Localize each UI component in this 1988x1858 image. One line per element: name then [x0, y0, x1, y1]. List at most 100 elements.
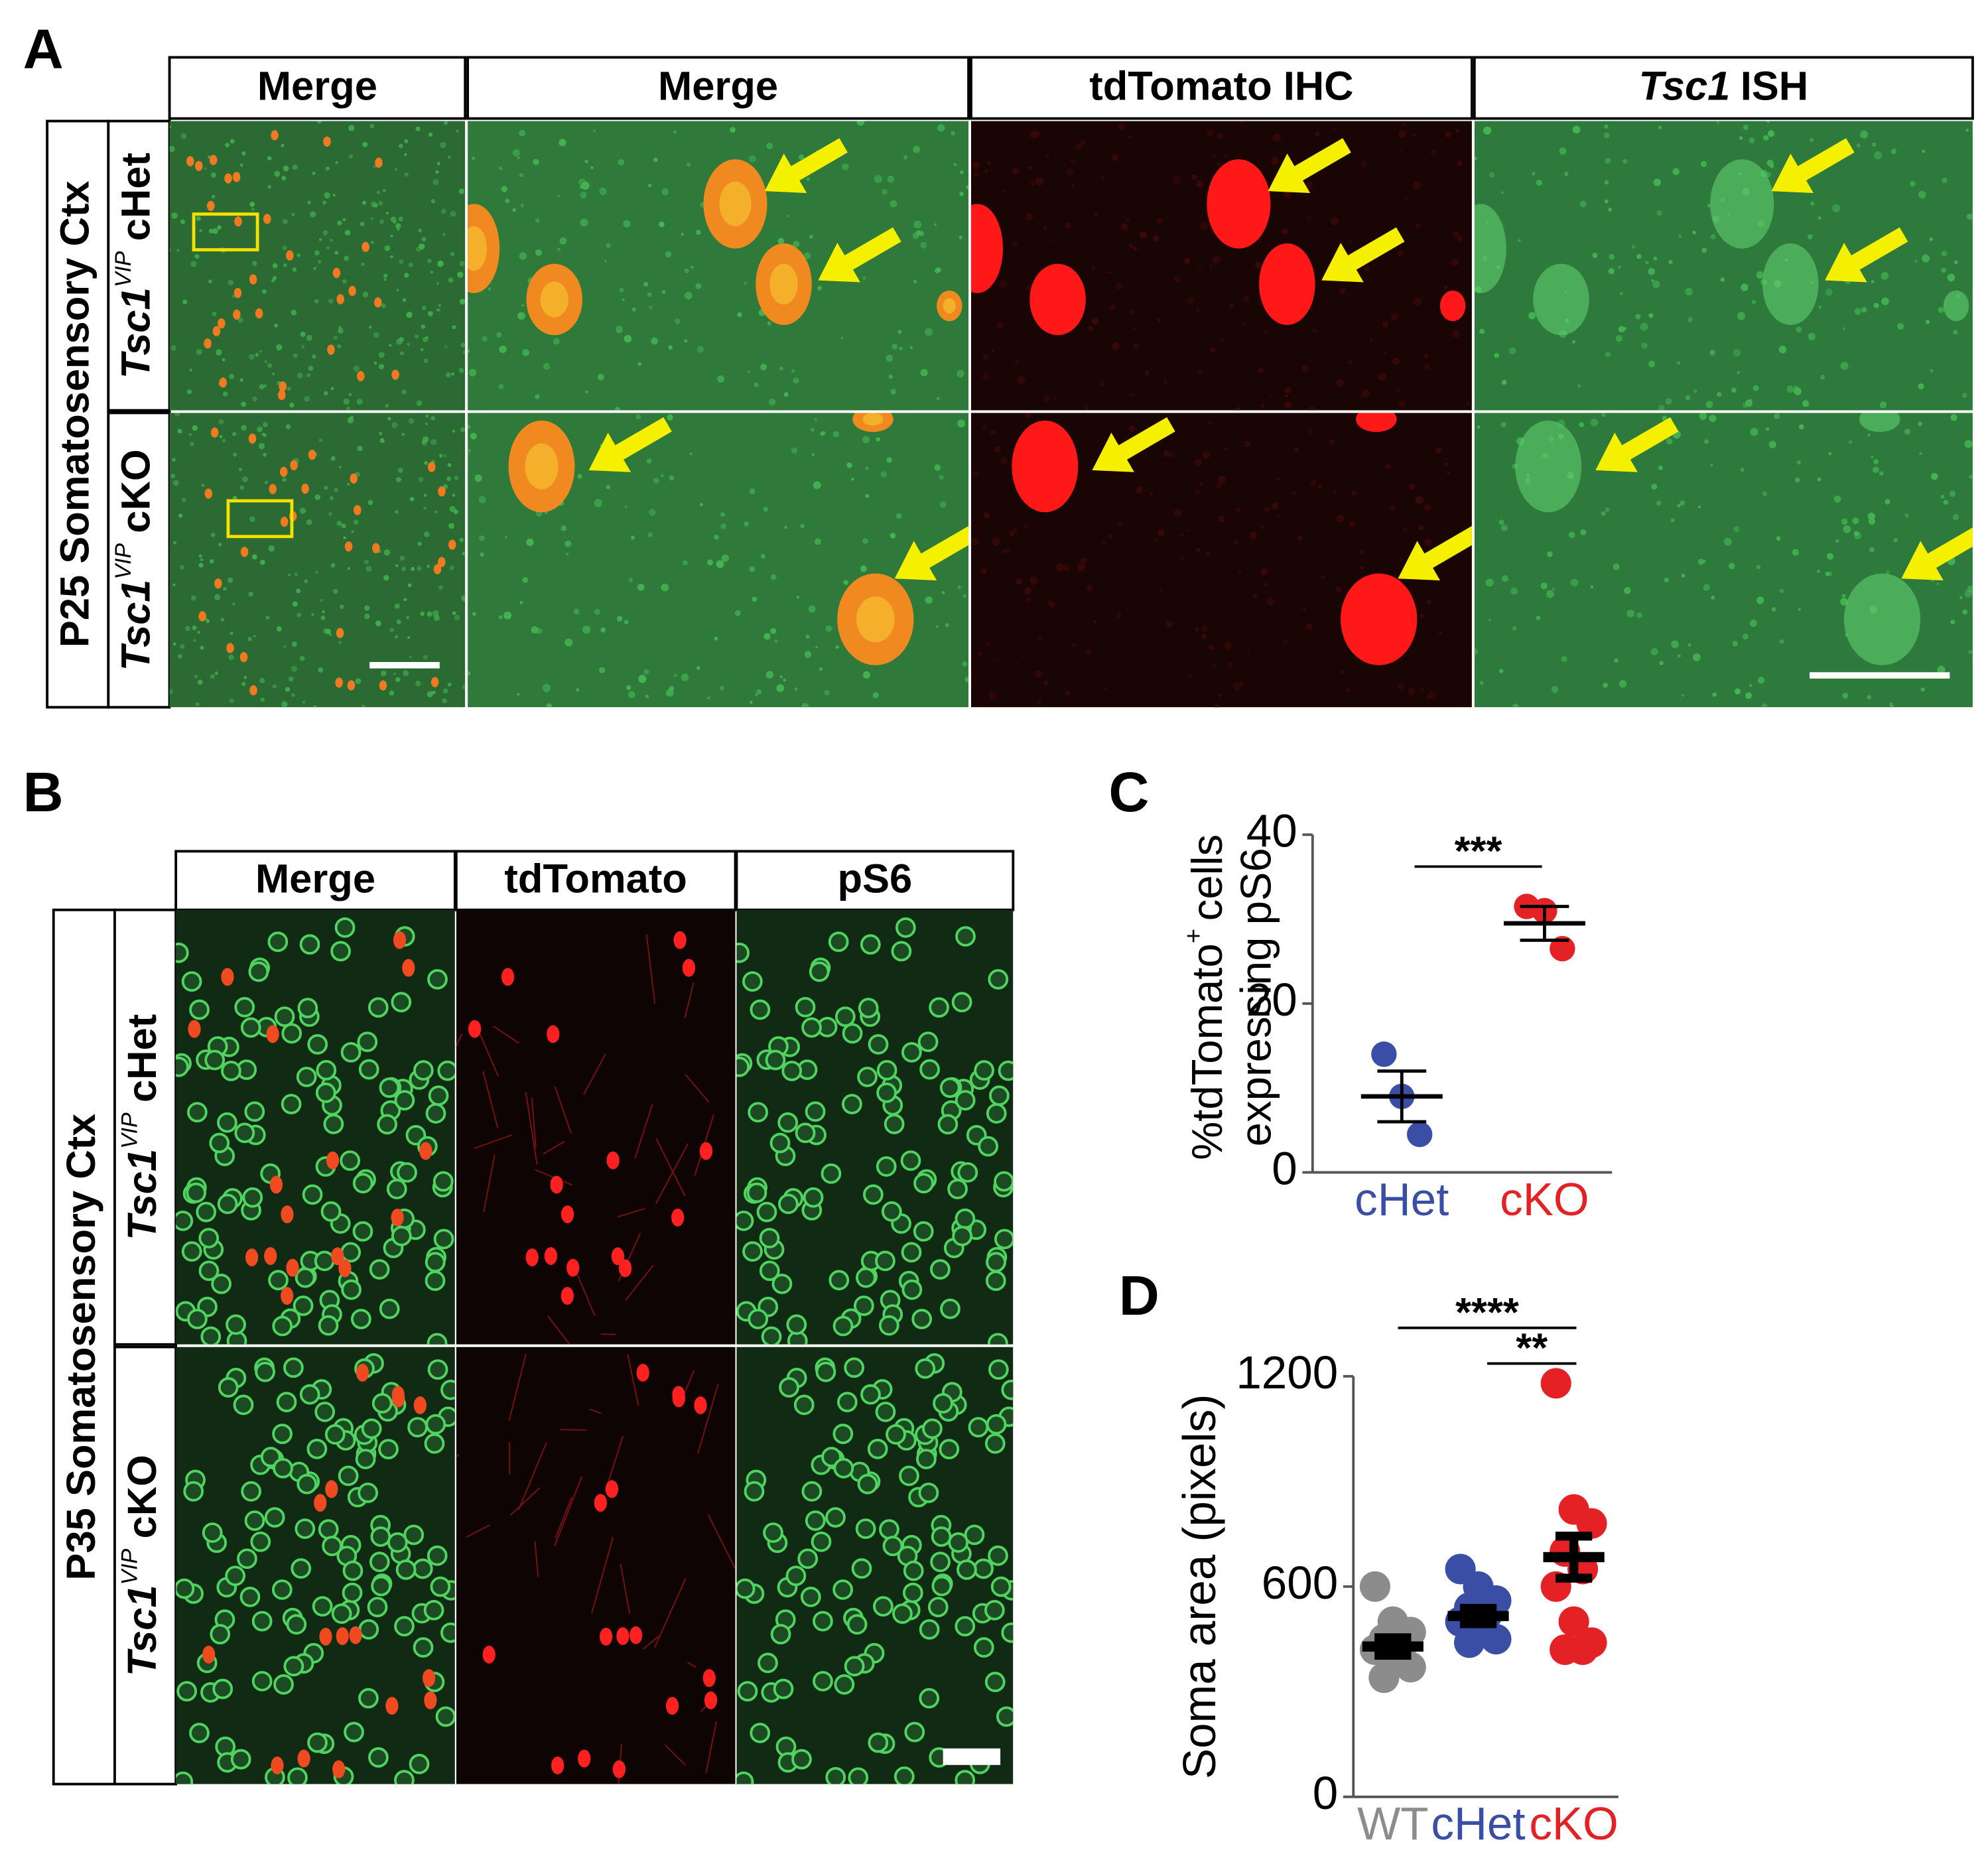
- speckle: [1093, 212, 1098, 218]
- cell: [379, 1298, 400, 1319]
- cell: [778, 1193, 799, 1215]
- cell: [900, 1150, 921, 1171]
- speckle: [686, 162, 691, 167]
- speckle: [1271, 502, 1279, 510]
- speckle: [744, 281, 747, 285]
- speckle: [1860, 130, 1869, 139]
- cell: [748, 1309, 769, 1329]
- speckle: [957, 369, 964, 377]
- cell: [636, 1364, 649, 1382]
- process: [456, 1033, 463, 1049]
- cell: [939, 1077, 961, 1098]
- speckle: [394, 168, 397, 171]
- cell: [318, 1315, 339, 1336]
- speckle: [1077, 563, 1085, 572]
- speckle: [368, 325, 372, 329]
- speckle: [222, 438, 226, 442]
- significance-label: ***: [1455, 828, 1502, 874]
- cell: [341, 1279, 362, 1300]
- cell: [237, 1548, 257, 1569]
- cell: [425, 1414, 446, 1435]
- speckle: [174, 413, 180, 417]
- speckle: [248, 592, 253, 597]
- cell: [212, 326, 221, 337]
- cell: [916, 1449, 937, 1469]
- speckle: [645, 695, 649, 698]
- speckle: [886, 457, 892, 463]
- arrow-shaft: [1416, 525, 1472, 573]
- speckle: [1277, 478, 1280, 482]
- speckle: [328, 633, 332, 637]
- speckle: [257, 426, 263, 432]
- speckle: [258, 442, 265, 450]
- speckle: [766, 142, 773, 149]
- speckle: [1769, 163, 1774, 168]
- speckle: [291, 665, 298, 672]
- cell: [264, 1507, 285, 1528]
- speckle: [1002, 549, 1008, 554]
- speckle: [456, 129, 459, 133]
- speckle: [364, 605, 370, 611]
- point: [1481, 1623, 1512, 1655]
- cell: [994, 1228, 1014, 1250]
- speckle: [449, 565, 454, 570]
- cell: [842, 1023, 863, 1044]
- cell: [279, 466, 288, 477]
- speckle: [887, 175, 895, 183]
- speckle: [1817, 569, 1820, 573]
- header-gene: Tsc1: [1639, 64, 1731, 109]
- arrow-shaft: [1286, 138, 1351, 186]
- speckle: [1246, 649, 1250, 653]
- cell: [984, 1433, 1006, 1454]
- cell: [371, 1575, 391, 1597]
- speckle: [1232, 683, 1241, 691]
- speckle: [289, 402, 295, 408]
- speckle: [267, 156, 272, 161]
- speckle: [496, 332, 502, 338]
- process: [687, 1662, 697, 1668]
- speckle: [499, 166, 503, 170]
- cell: [286, 1258, 299, 1277]
- speckle: [1709, 415, 1717, 423]
- speckle: [1451, 258, 1459, 266]
- cell: [857, 1473, 878, 1494]
- cell: [834, 1006, 856, 1028]
- speckle: [737, 312, 742, 317]
- speckle: [521, 304, 525, 307]
- cell: [286, 1614, 307, 1635]
- speckle: [1841, 594, 1846, 598]
- speckle: [765, 671, 774, 679]
- speckle: [260, 697, 265, 702]
- cell: [413, 1637, 434, 1658]
- speckle: [189, 368, 192, 372]
- column-header: Tsc1 ISH: [1639, 64, 1809, 109]
- speckle: [684, 339, 688, 343]
- speckle: [594, 499, 602, 507]
- speckle: [340, 604, 344, 609]
- cell-core: [719, 181, 752, 226]
- speckle: [856, 121, 865, 126]
- speckle: [1962, 609, 1968, 615]
- speckle: [281, 701, 288, 708]
- speckle: [899, 346, 903, 351]
- speckle: [1867, 512, 1875, 521]
- arrow-head: [1771, 153, 1814, 194]
- speckle: [628, 691, 635, 698]
- speckle: [1256, 263, 1259, 267]
- speckle: [1065, 690, 1070, 695]
- speckle: [241, 425, 247, 431]
- cell: [884, 1114, 905, 1134]
- speckle: [804, 651, 812, 658]
- cell: [340, 1042, 362, 1063]
- cell: [903, 1560, 924, 1581]
- speckle: [318, 259, 322, 264]
- speckle: [643, 281, 649, 287]
- speckle: [992, 537, 1000, 546]
- cell: [957, 1559, 977, 1580]
- speckle: [1771, 607, 1776, 612]
- speckle: [408, 262, 413, 267]
- speckle: [815, 645, 819, 649]
- cell: [990, 1576, 1012, 1597]
- speckle: [1762, 491, 1768, 497]
- speckle: [1619, 291, 1624, 296]
